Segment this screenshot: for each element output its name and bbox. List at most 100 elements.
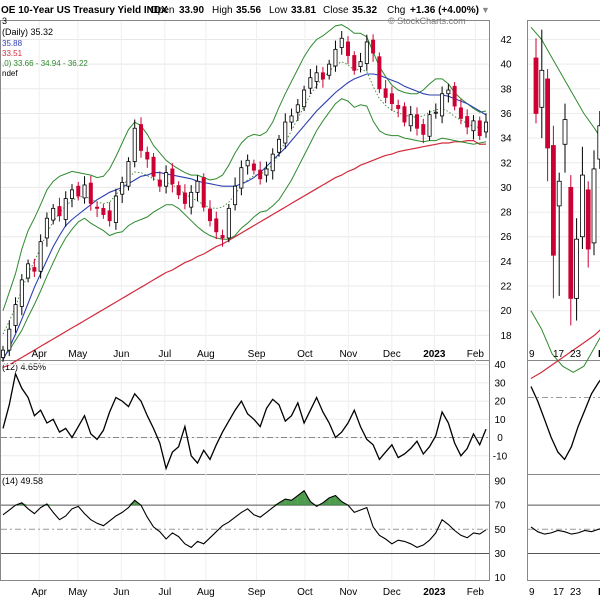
price-x-label: 2023 [423, 349, 446, 360]
candle-body [57, 206, 62, 217]
weekly-candle-body [562, 119, 568, 145]
bottom-x-label: Aug [197, 587, 215, 598]
price-tick-label: 28 [500, 208, 512, 219]
rsi-line [2, 489, 487, 549]
watermark: © StockCharts.com [388, 16, 466, 26]
candle-body [433, 111, 438, 114]
candle-body [364, 41, 369, 64]
candle-body [26, 263, 31, 279]
candle-body [421, 124, 426, 135]
momentum-tick-label: 30 [494, 378, 506, 389]
quote-high-value: 35.56 [236, 5, 261, 16]
candle-body [44, 217, 49, 239]
weekly-x-label-bottom: 17 [553, 587, 565, 598]
weekly-candle-body [533, 57, 539, 114]
candle-body [414, 114, 419, 129]
candle-body [182, 192, 187, 204]
momentum-path [2, 371, 487, 471]
candle-body [251, 163, 256, 171]
weekly-rsi-line [528, 504, 600, 554]
candle-body [70, 189, 75, 199]
candle-body [427, 114, 432, 137]
candle-body [107, 210, 112, 222]
quote-open-label: Open [150, 5, 174, 16]
candle-body [195, 180, 200, 193]
candle-body [13, 304, 18, 326]
rsi-path [2, 489, 487, 549]
sma-200-line [2, 140, 487, 368]
price-x-label: Apr [31, 349, 47, 360]
price-x-label: Feb [467, 349, 485, 360]
momentum-title: (12) 4.65% [2, 362, 46, 372]
chart-header: OE 10-Year US Treasury Yield INDX Open 3… [1, 5, 490, 16]
candle-body [95, 206, 100, 209]
rsi-panel-frame [0, 474, 490, 581]
weekly-band-upper [530, 26, 600, 138]
weekly-momentum-path [530, 379, 600, 461]
price-tick-label: 34 [500, 134, 512, 145]
bollinger-lower-path [2, 98, 487, 358]
quote-close-label: Close [323, 5, 349, 16]
weekly-x-axis: 9 9 17 17 23 23 F F [529, 349, 600, 598]
price-candles [0, 30, 488, 362]
quote-high-label: High [212, 5, 233, 16]
candle-body [339, 37, 344, 48]
candle-body [63, 198, 68, 220]
bollinger-middle-path [2, 61, 487, 335]
quote-low-label: Low [269, 5, 288, 16]
bollinger-lower-band [2, 98, 487, 358]
quote-open-value: 33.90 [179, 5, 204, 16]
weekly-candle-body [591, 168, 597, 244]
rsi-fill-segment [329, 495, 336, 506]
candle-body [314, 72, 319, 82]
weekly-band-lower [530, 310, 600, 373]
momentum-tick-label: 10 [494, 415, 506, 426]
candle-body [120, 182, 125, 195]
candle-body [132, 127, 137, 162]
candle-body [320, 72, 325, 80]
sma-50-path [2, 73, 487, 361]
weekly-momentum-line [528, 379, 600, 461]
price-x-label: Jun [113, 349, 129, 360]
weekly-candle-body [551, 145, 556, 256]
weekly-red-line [530, 329, 600, 380]
bottom-x-label: May [68, 587, 87, 598]
change-arrow-icon: ▼ [481, 5, 490, 15]
price-tick-label: 38 [500, 84, 512, 95]
price-tick-label: 20 [500, 306, 512, 317]
weekly-candle-body [574, 238, 579, 299]
weekly-x-label: 17 [553, 349, 565, 360]
bottom-x-label: 2023 [423, 587, 446, 598]
candle-body [76, 185, 81, 197]
legend-volume: ndef [2, 69, 18, 78]
bottom-x-label: Jul [158, 587, 171, 598]
weekly-candle-body [539, 69, 545, 108]
candle-body [101, 207, 106, 215]
rsi-fill-segment [291, 495, 298, 506]
price-tick-label: 32 [500, 158, 512, 169]
bottom-x-label: Apr [31, 587, 47, 598]
candle-body [358, 61, 363, 68]
candle-body [239, 167, 244, 189]
chart-title: OE 10-Year US Treasury Yield INDX [1, 5, 168, 16]
rsi-gridlines [1, 504, 489, 554]
price-x-label: Aug [197, 349, 215, 360]
candle-body [176, 185, 181, 196]
momentum-tick-label: -10 [493, 451, 508, 462]
candle-body [276, 138, 281, 153]
price-x-label: Jul [158, 349, 171, 360]
candle-body [19, 279, 24, 307]
weekly-candles [533, 29, 600, 326]
candle-body [220, 235, 225, 239]
candle-body [113, 195, 118, 223]
rsi-fill-segment [46, 503, 54, 506]
bottom-x-label: Dec [383, 587, 401, 598]
bottom-x-label: Jun [113, 587, 129, 598]
price-x-label: May [68, 349, 87, 360]
weekly-x-label-bottom: 23 [570, 587, 582, 598]
candle-body [189, 191, 194, 208]
candle-body [396, 105, 401, 109]
price-tick-label: 36 [500, 109, 512, 120]
candle-body [452, 85, 457, 107]
weekly-rsi-panel-frame [527, 474, 600, 581]
